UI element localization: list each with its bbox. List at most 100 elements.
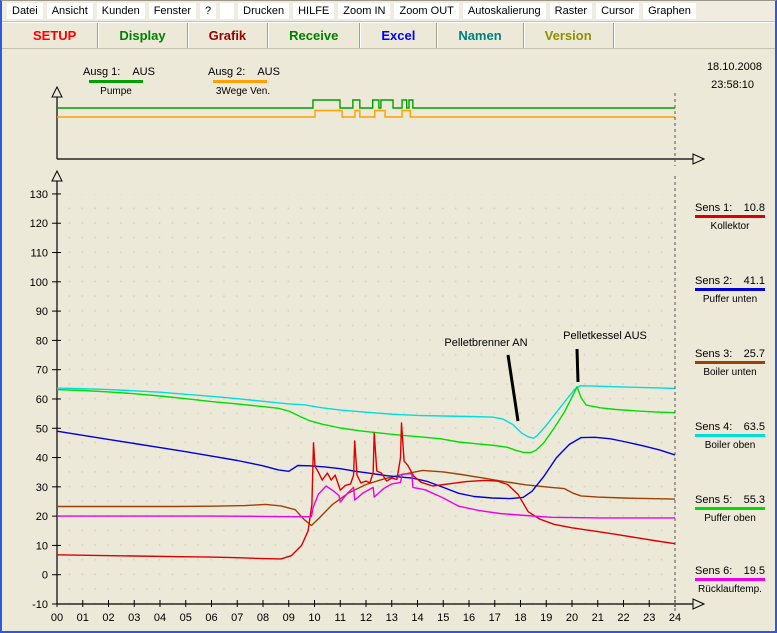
x-tick-label: 15 [437,612,449,624]
x-tick-label: 11 [335,612,346,624]
output-1-label: Ausg 1: AUS [83,66,155,78]
x-tick-label: 06 [205,612,217,624]
sensor-1-color-line [695,215,765,218]
sensor-2-value: 41.1 [743,275,765,287]
y-tick-label: 90 [36,306,48,318]
sensor-2-color-line [695,288,765,291]
x-tick-label: 21 [592,612,604,624]
sensor-4-block: Sens 4: 63.5 Boiler oben [695,421,765,451]
axis-arrow-icon [51,169,63,182]
x-tick-label: 17 [489,612,501,624]
x-tick-label: 00 [51,612,63,624]
menu-item-autoskalierung[interactable]: Autoskalierung [462,3,546,19]
menu-item-zoom-out[interactable]: Zoom OUT [394,3,459,19]
chart-area: -10 0 10 20 30 40 50 60 70 80 90 100 110 120 130 00 01 02… [2,49,775,631]
x-tick-label: 08 [257,612,269,624]
x-tick-label: 10 [308,612,320,624]
y-tick-label: 50 [36,423,48,435]
sensor-3-name: Boiler unten [703,367,757,378]
toolbar-button-receive[interactable]: Receive [268,23,361,48]
x-tick-label: 12 [360,612,372,624]
menu-item-hilfe[interactable]: HILFE [293,3,335,19]
menu-item-cursor[interactable]: Cursor [596,3,640,19]
grid-dots [57,194,677,605]
menu-item-raster[interactable]: Raster [549,3,593,19]
x-tick-label: 23 [643,612,655,624]
x-tick-label: 22 [617,612,629,624]
x-tick-label: 07 [231,612,243,624]
curve-puffer-oben [56,386,676,454]
x-tick-label: 04 [154,612,166,624]
toolbar-button-version[interactable]: Version [524,23,614,48]
y-tick-label: 80 [36,335,48,347]
menu-bar: Datei Ansicht Kunden Fenster? Drucken HILFE Zo… [2,1,775,22]
x-tick-label: 02 [102,612,114,624]
digital-trace-2 [57,109,675,118]
annotation-pelletbrenner: Pelletbrenner AN [444,337,528,349]
y-tick-label: 100 [30,277,48,289]
toolbar-button-display[interactable]: Display [98,23,188,48]
menu-item--[interactable]: ? [200,3,217,19]
sensor-2-block: Sens 2: 41.1 Puffer unten [695,275,765,305]
annotation-line-2 [575,348,580,383]
y-tick-label: 130 [30,189,48,201]
y-tick-label: 30 [36,482,48,494]
sensor-4-value: 63.5 [743,421,765,433]
menu-item-datei[interactable]: Datei [7,3,43,19]
sensor-4-name: Boiler oben [704,440,756,451]
output-1-name: Pumpe [100,86,132,97]
axis-arrow-icon [692,153,706,165]
curve-r-cklauftemp- [57,473,675,519]
axis-arrow-icon [51,85,63,98]
curve-puffer-unten [56,430,676,500]
x-tick-label: 13 [386,612,398,624]
output-1-color-line [89,80,143,83]
toolbar-button-grafik[interactable]: Grafik [188,23,269,48]
sensor-3-value: 25.7 [743,348,765,360]
y-tick-label: 0 [42,570,48,582]
charts-canvas: -10 0 10 20 30 40 50 60 70 80 90 100 110 120 130 00 01 02… [30,85,706,624]
menu-item-ansicht[interactable]: Ansicht [46,3,93,19]
sensor-1-block: Sens 1: 10.8 Kollektor [695,202,765,232]
curve-kollektor [56,422,676,560]
sensor-3-color-line [695,361,765,364]
toolbar-button-excel[interactable]: Excel [360,23,438,48]
curve-boiler-oben [56,385,676,439]
x-tick-label: 20 [566,612,578,624]
y-tick-label: -10 [32,599,48,611]
sensor-6-value: 19.5 [743,565,765,577]
y-tick-label: 60 [36,394,48,406]
output-2-color-line [213,80,267,83]
y-tick-label: 120 [30,218,48,230]
menu-item-fenster[interactable]: Fenster [148,3,196,19]
y-tick-label: 70 [36,365,48,377]
sensor-2-name: Puffer unten [702,294,758,305]
sensor-6-color-line [695,578,765,581]
sensor-3-block: Sens 3: 25.7 Boiler unten [695,348,765,378]
toolbar: SETUP Display Grafik Receive Excel Namen Versi… [2,22,775,49]
x-tick-label: 14 [411,612,423,624]
sensor-6-block: Sens 6: 19.5 Rücklauftemp. [695,565,765,595]
x-tick-label: 18 [514,612,526,624]
sensor-6-label: Sens 6: [695,565,733,577]
menu-item-drucken[interactable]: Drucken [238,3,290,19]
sensor-1-value: 10.8 [743,202,765,214]
output-2-label: Ausg 2: AUS [208,66,280,78]
menu-item-zoom-in[interactable]: Zoom IN [338,3,391,19]
menu-item-kunden[interactable]: Kunden [96,3,145,19]
curve-boiler-unten [57,469,676,527]
toolbar-button-setup[interactable]: SETUP [12,23,99,48]
digital-trace-1 [57,99,675,109]
output-2-name: 3Wege Ven. [215,86,271,97]
menu-item-graphen[interactable]: Graphen [643,3,696,19]
toolbar-button-namen[interactable]: Namen [437,23,524,48]
x-tick-label: 24 [669,612,681,624]
sensor-3-label: Sens 3: [695,348,733,360]
x-tick-label: 19 [540,612,552,624]
y-tick-label: 20 [36,511,48,523]
sensor-1-name: Kollektor [710,221,750,232]
annotation-line-1 [506,354,520,422]
x-tick-label: 16 [463,612,475,624]
menu-item-empty [220,3,235,19]
